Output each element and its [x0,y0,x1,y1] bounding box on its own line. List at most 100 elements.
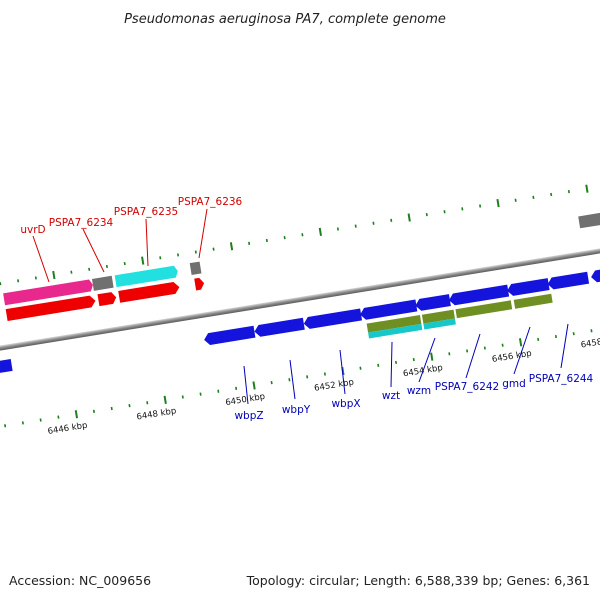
feature-olive-2[interactable] [421,309,455,324]
tick-row-lower [4,329,593,428]
gene-pspa7-6242-arrow[interactable] [448,284,510,306]
upper-tick-19 [301,233,304,237]
lower-tick-34 [590,329,593,333]
gene-pspa7-6234-arrow[interactable] [91,275,114,291]
scale-label-6450: 6450 kbp [225,392,266,408]
gene-pspa7-6244-arrow[interactable] [547,271,590,290]
scale-label-6446: 6446 kbp [47,421,88,437]
upper-tick-5 [52,270,56,280]
lower-tick-25 [430,352,434,361]
lower-tick-24 [412,357,415,362]
upper-tick-9 [123,261,126,266]
upper-tick-18 [283,236,286,240]
gene-pspa7-6236-arrow[interactable] [189,261,202,276]
upper-tick-8 [105,264,108,269]
lower-tick-18 [306,375,309,379]
gene-red-4-arrow[interactable] [194,277,205,291]
feature-olive-4[interactable] [513,293,553,309]
gene-gmd-arrow[interactable] [506,278,550,297]
upper-tick-26 [425,213,428,217]
upper-tick-23 [372,221,375,225]
upper-tick-31 [514,198,517,202]
gene-wbpZ-arrow[interactable] [203,325,256,346]
feature-olive-1[interactable] [366,315,422,333]
upper-tick-3 [17,279,20,283]
upper-tick-12 [176,253,180,257]
scale-label-6448: 6448 kbp [136,406,177,422]
upper-tick-11 [159,256,162,260]
scale-label-6458: 6458 kbp [580,334,600,350]
gene-label-uvrD[interactable]: uvrD [20,224,45,236]
upper-tick-10 [141,256,145,265]
lower-tick-32 [554,334,557,339]
callout-pspa7-6234 [82,228,105,273]
lower-tick-13 [217,389,220,393]
topology-summary-text: Topology: circular; Length: 6,588,339 bp… [246,573,590,588]
gene-label-pspa7-6244[interactable]: PSPA7_6244 [529,373,594,385]
gene-label-pspa7-6234[interactable]: PSPA7_6234 [49,217,114,229]
gene-label-wzm[interactable]: wzm [407,385,431,397]
gene-pspa7-6235-arrow[interactable] [114,265,179,288]
gene-label-pspa7-6242[interactable]: PSPA7_6242 [435,381,500,393]
forward-strand-genes [3,212,600,322]
lower-tick-7 [110,406,113,411]
lower-tick-10 [163,395,167,404]
gene-wzm-arrow[interactable] [414,294,451,311]
callout-pspa7-6236 [198,208,208,259]
lower-tick-17 [288,378,291,382]
scale-label-6452: 6452 kbp [314,378,355,394]
feature-teal-1[interactable] [368,323,423,339]
lower-tick-22 [377,363,380,367]
upper-tick-15 [229,242,234,251]
lower-tick-5 [74,410,79,419]
gene-label-wzt[interactable]: wzt [382,390,400,402]
callout-uvrD [32,235,50,283]
reverse-strand-genes [0,267,600,377]
upper-tick-35 [585,184,589,193]
gene-label-wbpZ[interactable]: wbpZ [234,410,263,422]
upper-tick-29 [479,204,482,208]
gene-red-2-arrow[interactable] [97,291,117,307]
callout-wbpX [339,349,346,395]
callout-wzt [390,341,393,388]
lower-tick-30 [518,338,523,347]
gene-wbpY-arrow[interactable] [254,317,305,338]
gene-wzt-arrow[interactable] [359,299,418,321]
lower-tick-29 [501,343,504,347]
lower-tick-21 [359,366,362,370]
gene-uvrD-arrow[interactable] [3,279,94,306]
gene-label-gmd[interactable]: gmd [502,378,526,390]
lower-tick-8 [128,404,131,408]
gene-red-3-arrow[interactable] [118,281,180,303]
scale-label-6456: 6456 kbp [491,349,532,365]
gene-left-edge-arrow[interactable] [0,359,13,377]
upper-tick-33 [550,192,553,197]
lower-tick-12 [199,392,202,396]
gene-red-1-arrow[interactable] [5,295,97,322]
feature-teal-2[interactable] [423,318,456,330]
upper-tick-6 [70,270,73,274]
lower-tick-14 [235,386,238,390]
lower-tick-9 [146,401,149,405]
gene-wbpX-arrow[interactable] [303,308,363,329]
upper-tick-28 [461,207,464,211]
upper-tick-20 [318,227,322,236]
gene-right-edge-blue-arrow[interactable] [590,267,600,283]
lower-tick-4 [57,415,60,419]
lower-tick-1 [4,424,7,428]
lower-tick-33 [572,332,575,336]
upper-tick-25 [407,213,411,222]
lower-tick-26 [448,352,451,356]
upper-tick-24 [390,218,393,222]
gene-label-pspa7-6235[interactable]: PSPA7_6235 [114,206,179,218]
lower-tick-19 [323,372,326,376]
upper-tick-17 [265,238,268,243]
gene-label-wbpY[interactable]: wbpY [282,404,311,416]
gene-right-gray-arrow[interactable] [578,212,600,229]
gene-label-wbpX[interactable]: wbpX [331,398,360,410]
tick-row-upper [0,184,589,286]
gene-label-pspa7-6236[interactable]: PSPA7_6236 [178,196,243,208]
upper-tick-4 [34,276,37,280]
feature-olive-3[interactable] [455,300,513,319]
